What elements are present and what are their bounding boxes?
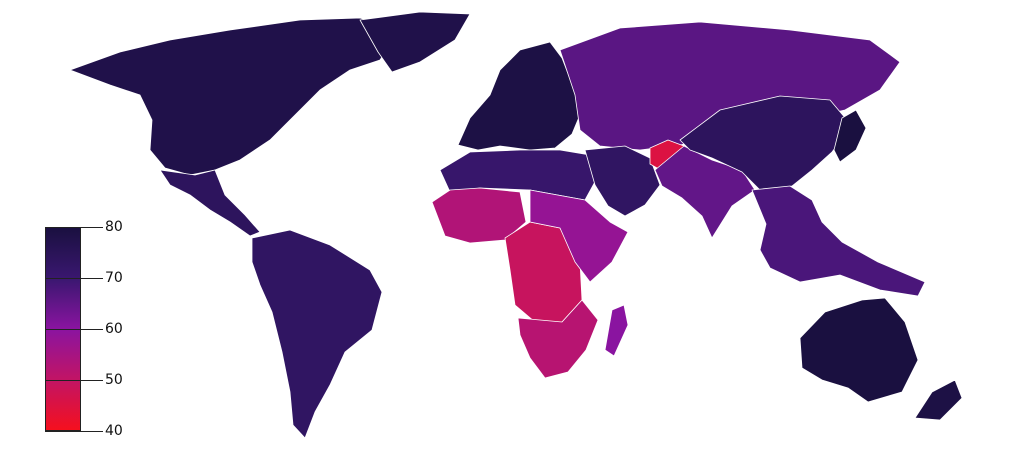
region-madagascar xyxy=(604,304,629,357)
region-east-africa xyxy=(529,189,629,283)
region-southern-africa xyxy=(517,299,599,379)
legend-label-40: 40 xyxy=(105,423,123,439)
legend-tick-50 xyxy=(45,380,103,381)
legend-label-60: 60 xyxy=(105,321,123,337)
legend-label-80: 80 xyxy=(105,219,123,235)
region-west-africa xyxy=(431,187,527,244)
region-mexico-central-america xyxy=(159,169,261,237)
legend-tick-60 xyxy=(45,329,103,330)
region-japan xyxy=(833,109,867,163)
region-australia xyxy=(799,297,919,403)
region-greenland xyxy=(359,11,471,73)
region-north-america xyxy=(69,17,401,176)
legend-tick-70 xyxy=(45,278,103,279)
region-south-asia xyxy=(654,145,756,239)
legend-tick-40 xyxy=(45,431,103,432)
region-middle-east xyxy=(584,145,661,217)
color-legend: 80 70 60 50 40 xyxy=(45,220,123,438)
region-new-zealand xyxy=(914,379,963,421)
region-south-america xyxy=(251,229,383,439)
region-southeast-asia xyxy=(751,185,926,297)
legend-label-70: 70 xyxy=(105,270,123,286)
legend-tick-80 xyxy=(45,227,103,228)
legend-label-50: 50 xyxy=(105,372,123,388)
region-china xyxy=(679,95,853,193)
